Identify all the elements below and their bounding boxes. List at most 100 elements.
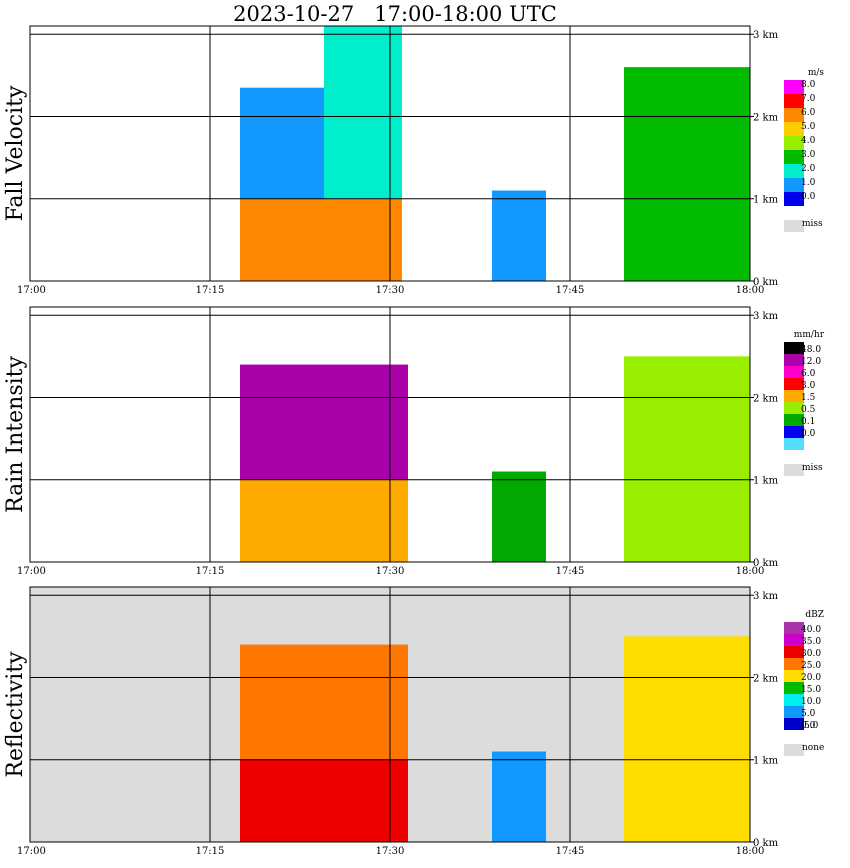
panel-title: Rain Intensity [3,355,28,512]
legend-level: 10.0 [801,697,821,707]
x-tick-label: 17:15 [196,566,225,577]
legend-level: 6.0 [801,369,816,379]
legend-level: 3.0 [801,150,816,160]
x-tick-label: 17:30 [376,285,405,296]
y-tick-label: 0 km [753,558,779,569]
legend-level: 12.0 [801,357,821,367]
legend-level: 5.0 [801,122,816,132]
legend-level: 3.0 [801,381,816,391]
legend-swatch-2 [784,108,804,122]
legend-level: 0.0 [801,192,816,202]
legend-swatch-5 [784,682,804,694]
legend-level: 30.0 [801,649,821,659]
legend-level: 6.0 [801,108,816,118]
legend-level: 2.0 [801,164,816,174]
legend-swatch-1 [784,94,804,108]
legend-level: 7.0 [801,94,816,104]
x-tick-label: 17:00 [17,846,46,857]
x-tick-label: 18:00 [736,566,765,577]
echo-upper-2 [624,356,750,562]
legend-swatch-7 [784,426,804,438]
x-tick-label: 17:45 [556,846,585,857]
legend-swatch-7 [784,178,804,192]
panel-0: 17:00 17:15 17:30 17:45 18:000 km 1 km 2 km 3 k… [3,25,825,296]
legend-unit: m/s [808,68,825,78]
legend-level: -5.0 [801,721,819,731]
legend-swatch-7 [784,706,804,718]
legend-swatch-0 [784,80,804,94]
legend-unit: dBZ [805,610,824,620]
legend-swatch-8 [784,192,804,206]
legend-swatch-1 [784,354,804,366]
legend-swatch-4 [784,390,804,402]
legend-missing-label: miss [802,219,823,229]
y-tick-label: 3 km [753,30,779,41]
legend-level: 0.1 [801,417,815,427]
legend-swatch-2 [784,646,804,658]
figure-title: 2023-10-27 17:00-18:00 UTC [233,2,557,26]
panel-1: 17:00 17:15 17:30 17:45 18:000 km 1 km 2 km 3 k… [3,306,825,577]
legend-swatch-4 [784,670,804,682]
legend-swatch-2 [784,366,804,378]
x-tick-label: 17:45 [556,566,585,577]
x-tick-label: 17:15 [196,285,225,296]
y-tick-label: 2 km [753,112,779,123]
legend-swatch-0 [784,622,804,634]
legend-level: 48.0 [801,345,821,355]
echo-upper-3 [624,67,750,282]
legend-level: 25.0 [801,661,821,671]
legend-swatch-5 [784,402,804,414]
legend-level: 4.0 [801,136,816,146]
y-tick-label: 0 km [753,838,779,849]
legend-level: 15.0 [801,685,821,695]
echo-lower-0 [240,479,408,562]
panel-title: Fall Velocity [3,85,28,221]
x-tick-label: 18:00 [736,846,765,857]
legend-unit: mm/hr [794,330,825,340]
legend-level: 5.0 [801,709,816,719]
echo-lower-0 [240,759,408,842]
x-tick-label: 18:00 [736,285,765,296]
legend-swatch-6 [784,164,804,178]
legend-level: 35.0 [801,637,821,647]
legend-level: 0.0 [801,721,816,731]
legend-level: 0.5 [801,405,816,415]
legend-swatch-3 [784,658,804,670]
x-tick-label: 17:00 [17,566,46,577]
y-tick-label: 1 km [753,476,779,487]
panel-title: Reflectivity [3,651,28,778]
echo-upper-1 [492,471,546,562]
y-tick-label: 3 km [753,311,779,322]
y-tick-label: 1 km [753,756,779,767]
legend-missing-swatch [784,744,804,756]
echo-upper-1 [324,26,402,199]
x-tick-label: 17:15 [196,846,225,857]
legend-swatch-1 [784,634,804,646]
legend-swatch-8 [784,718,804,730]
x-tick-label: 17:45 [556,285,585,296]
echo-upper-2 [492,190,546,281]
panel-2: 17:00 17:15 17:30 17:45 18:000 km 1 km 2 km 3 k… [3,586,824,857]
legend-missing-label: miss [802,463,823,473]
legend-level: 8.0 [801,80,816,90]
legend-swatch-3 [784,122,804,136]
x-tick-label: 17:30 [376,846,405,857]
legend-level: 20.0 [801,673,821,683]
legend-swatch-8 [784,438,804,450]
legend-swatch-6 [784,694,804,706]
echo-upper-1 [492,751,546,842]
echo-lower-1 [324,198,402,281]
y-tick-label: 1 km [753,195,779,206]
legend-missing-swatch [784,220,804,232]
legend-level: 1.0 [801,178,816,188]
y-tick-label: 2 km [753,393,779,404]
legend-swatch-5 [784,150,804,164]
y-tick-label: 2 km [753,673,779,684]
x-tick-label: 17:00 [17,285,46,296]
legend-swatch-4 [784,136,804,150]
x-tick-label: 17:30 [376,566,405,577]
legend-level: 40.0 [801,625,821,635]
legend-missing-label: none [802,743,824,753]
y-tick-label: 0 km [753,277,779,288]
